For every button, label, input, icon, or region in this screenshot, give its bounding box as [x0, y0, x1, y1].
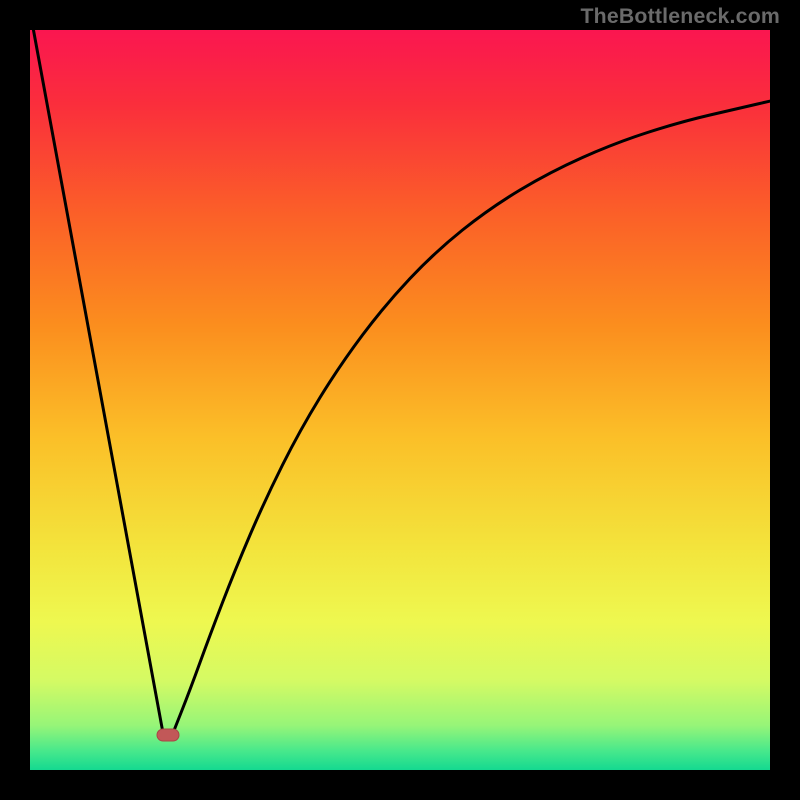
- watermark-text: TheBottleneck.com: [580, 4, 780, 29]
- minimum-marker: [157, 729, 179, 741]
- chart-stage: TheBottleneck.com: [0, 0, 800, 800]
- bottleneck-chart: [0, 0, 800, 800]
- gradient-background: [30, 30, 770, 770]
